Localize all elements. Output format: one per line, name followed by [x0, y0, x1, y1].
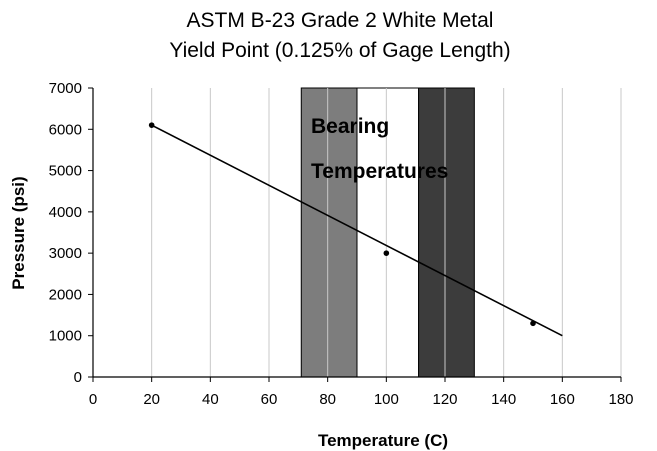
y-tick-label: 4000: [49, 204, 82, 221]
data-point: [530, 320, 536, 327]
x-tick-label: 160: [550, 391, 575, 408]
y-tick-label: 1000: [49, 328, 82, 345]
chart-title-line1: ASTM B-23 Grade 2 White Metal: [187, 9, 494, 32]
y-tick-label: 6000: [49, 121, 82, 138]
y-axis-label: Pressure (psi): [9, 176, 28, 289]
grid-group: [151, 88, 622, 377]
x-tick-label: 20: [143, 391, 160, 408]
chart-title-line2: Yield Point (0.125% of Gage Length): [169, 39, 510, 62]
y-tick-label: 5000: [49, 163, 82, 180]
y-tick-label: 2000: [49, 286, 82, 303]
x-tick-label: 180: [608, 391, 633, 408]
y-tick-label: 3000: [49, 245, 82, 262]
data-point: [383, 250, 390, 256]
x-tick-label: 140: [491, 391, 516, 408]
y-tick-label: 0: [74, 369, 82, 386]
bands-group: [300, 87, 475, 378]
x-tick-label: 100: [374, 391, 399, 408]
x-axis-label: Temperature (C): [318, 431, 448, 450]
band-label-line2: Temperatures: [311, 160, 448, 183]
x-tick-label: 80: [319, 391, 336, 408]
x-tick-label: 120: [432, 391, 457, 408]
data-point: [148, 122, 155, 128]
temperature-band-1: [300, 87, 358, 378]
temperature-band-3: [418, 87, 475, 378]
x-tick-label: 60: [261, 391, 278, 408]
series-group: [148, 122, 563, 337]
x-tick-label: 40: [202, 391, 219, 408]
y-ticks-group: 0 1000 2000 3000 4000 5000 6000 7000: [49, 80, 93, 386]
band-label-line1: Bearing: [311, 115, 389, 138]
temperature-band-2: [356, 87, 420, 378]
y-tick-label: 7000: [49, 80, 82, 97]
x-ticks-group: 0 20 40 60 80 100 120 140 160 180: [89, 377, 634, 408]
series-line: [151, 124, 563, 337]
x-tick-label: 0: [89, 391, 97, 408]
axes-group: [92, 88, 621, 378]
